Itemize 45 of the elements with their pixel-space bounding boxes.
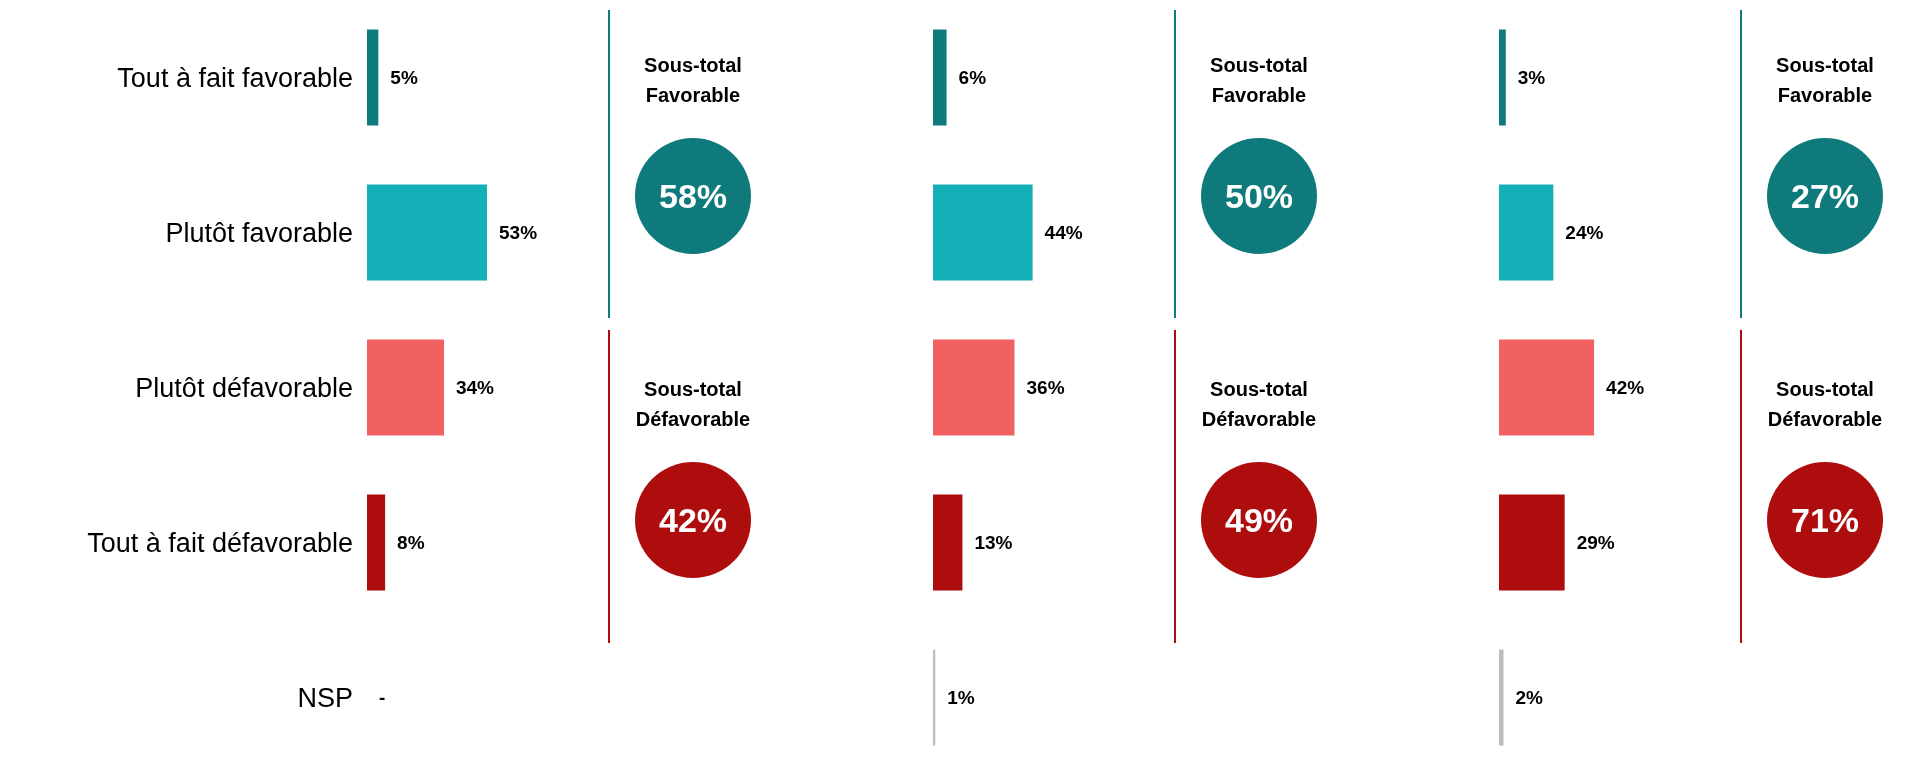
y-tick-label: NSP	[297, 682, 353, 713]
circle: 71%	[1767, 462, 1883, 578]
bar	[1499, 339, 1595, 436]
text: Sous-total Favorable	[643, 53, 743, 108]
bar	[1499, 29, 1506, 126]
circle: 49%	[1201, 462, 1317, 578]
data-label: 29%	[1576, 532, 1615, 553]
bar	[367, 29, 379, 126]
data-label: 2%	[1515, 687, 1544, 708]
bar	[367, 184, 487, 281]
bar	[933, 29, 947, 126]
text: Sous-total Défavorable	[634, 377, 752, 432]
text: Sous-total Favorable	[1209, 53, 1309, 108]
y-tick-label: Plutôt défavorable	[135, 372, 353, 403]
bar	[933, 494, 963, 591]
bar	[1499, 649, 1504, 746]
bar	[367, 339, 444, 436]
data-label: 36%	[1026, 377, 1065, 398]
data-label: 3%	[1517, 67, 1546, 88]
data-label: 44%	[1044, 222, 1083, 243]
data-label: 34%	[455, 377, 495, 398]
data-label: 6%	[958, 67, 987, 88]
bar	[1499, 494, 1565, 591]
data-label: 5%	[390, 67, 418, 88]
circle: 42%	[635, 462, 751, 578]
data-label: 13%	[974, 532, 1013, 553]
bar	[367, 494, 386, 591]
data-label: 42%	[1606, 377, 1645, 398]
y-tick-label: Tout à fait favorable	[117, 62, 353, 93]
y-tick-label: Plutôt favorable	[165, 217, 353, 248]
y-tick-label: Tout à fait défavorable	[87, 527, 353, 558]
text: Sous-total Favorable	[1775, 53, 1875, 108]
circle: 58%	[635, 138, 751, 254]
bar	[1499, 184, 1554, 281]
data-label: 1%	[947, 687, 975, 708]
text: -	[379, 687, 386, 708]
data-label: 8%	[397, 532, 425, 553]
bar	[933, 339, 1015, 436]
text: Sous-total Défavorable	[1200, 377, 1318, 432]
text: Sous-total Défavorable	[1766, 377, 1884, 432]
bar	[933, 184, 1033, 281]
circle: 27%	[1767, 138, 1883, 254]
circle: 50%	[1201, 138, 1317, 254]
data-label: 24%	[1565, 222, 1604, 243]
data-label: 53%	[499, 222, 538, 243]
